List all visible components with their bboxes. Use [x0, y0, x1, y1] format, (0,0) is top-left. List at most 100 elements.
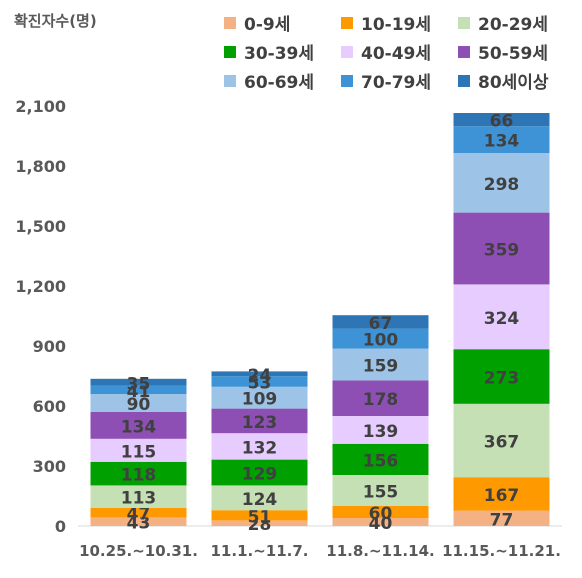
- legend-swatch: [341, 45, 353, 58]
- bar-segment: [453, 349, 550, 404]
- bar-segment: [90, 508, 187, 518]
- bar-segment: [453, 113, 550, 127]
- bar-segment: [332, 328, 429, 349]
- y-tick-label: 1,500: [15, 217, 66, 236]
- x-tick-label: 11.1.~11.7.: [211, 542, 309, 560]
- data-label: 77: [490, 510, 514, 530]
- bar-segment: [90, 378, 187, 386]
- data-label: 109: [242, 390, 278, 410]
- data-label: 167: [484, 486, 520, 506]
- bar-segment: [90, 461, 187, 486]
- y-tick-label: 1,800: [15, 157, 66, 176]
- x-tick-label: 11.15.~11.21.: [442, 542, 561, 560]
- legend-item: 30-39세: [224, 39, 314, 64]
- data-label: 132: [242, 438, 278, 458]
- data-label: 40: [369, 514, 393, 534]
- legend-swatch: [458, 16, 470, 29]
- bar-segment: [211, 433, 308, 460]
- legend-label: 50-59세: [478, 44, 549, 64]
- bar-segment: [332, 475, 429, 506]
- bar-segment: [453, 403, 550, 478]
- bar-segment: [90, 517, 187, 526]
- legend-swatch: [458, 45, 470, 58]
- bar-segment: [90, 438, 187, 462]
- bar-segment: [332, 518, 429, 526]
- data-label: 134: [484, 132, 520, 152]
- legend-label: 80세이상: [478, 73, 549, 93]
- legend-item: 20-29세: [458, 10, 548, 35]
- data-label: 51: [248, 507, 272, 527]
- data-label: 367: [484, 433, 520, 453]
- legend-swatch: [224, 45, 236, 58]
- data-label: 43: [127, 514, 151, 534]
- bar-segment: [90, 412, 187, 439]
- data-label: 53: [248, 374, 272, 394]
- y-tick-label: 600: [33, 397, 66, 416]
- bar-segment: [211, 408, 308, 434]
- data-label: 47: [127, 505, 151, 525]
- legend-swatch: [224, 16, 236, 29]
- data-label: 100: [363, 331, 399, 351]
- y-axis-title: 확진자수(명): [14, 12, 97, 30]
- legend-label: 0-9세: [244, 15, 291, 35]
- data-label: 67: [369, 314, 393, 334]
- bar-segment: [211, 459, 308, 486]
- data-label: 129: [242, 465, 278, 485]
- bar-segment: [211, 510, 308, 521]
- bar-segment: [211, 371, 308, 377]
- bar-segment: [90, 394, 187, 412]
- bar-segment: [332, 416, 429, 444]
- legend-label: 40-49세: [361, 44, 432, 64]
- data-label: 159: [363, 357, 399, 377]
- bar-segment: [332, 443, 429, 475]
- data-label: 66: [490, 112, 514, 132]
- data-label: 35: [127, 374, 151, 394]
- data-label: 90: [127, 395, 151, 415]
- legend-swatch: [341, 16, 353, 29]
- data-label: 134: [121, 417, 157, 437]
- legend-item: 0-9세: [224, 10, 290, 35]
- y-tick-label: 2,100: [15, 97, 66, 116]
- legend-item: 80세이상: [458, 68, 549, 93]
- bar-segment: [332, 315, 429, 329]
- legend-label: 70-79세: [361, 73, 432, 93]
- bar-segment: [211, 386, 308, 409]
- legend-swatch: [341, 74, 353, 87]
- data-label: 123: [242, 413, 278, 433]
- bar-segment: [453, 477, 550, 511]
- bar-segment: [90, 385, 187, 394]
- legend-swatch: [458, 74, 470, 87]
- legend-item: 10-19세: [341, 10, 431, 35]
- bar-segment: [332, 348, 429, 381]
- bar-segment: [211, 376, 308, 387]
- legend-item: 50-59세: [458, 39, 548, 64]
- data-label: 41: [127, 382, 151, 402]
- bar-segment: [453, 284, 550, 350]
- legend-item: 40-49세: [341, 39, 431, 64]
- data-label: 113: [121, 489, 157, 509]
- data-label: 139: [363, 422, 399, 442]
- data-label: 124: [242, 490, 278, 510]
- data-label: 178: [363, 390, 399, 410]
- legend-item: 70-79세: [341, 68, 431, 93]
- data-label: 324: [484, 309, 520, 329]
- data-label: 115: [121, 442, 157, 462]
- data-label: 24: [248, 366, 272, 386]
- x-tick-label: 11.8.~11.14.: [326, 542, 434, 560]
- bar-segment: [332, 380, 429, 416]
- legend-label: 60-69세: [244, 73, 315, 93]
- legend-label: 30-39세: [244, 44, 315, 64]
- data-label: 273: [484, 369, 520, 389]
- bar-segment: [453, 212, 550, 285]
- bar-segment: [211, 485, 308, 511]
- y-tick-label: 0: [55, 517, 66, 536]
- bar-segment: [332, 506, 429, 518]
- data-label: 359: [484, 241, 520, 261]
- legend-label: 20-29세: [478, 15, 549, 35]
- y-tick-label: 1,200: [15, 277, 66, 296]
- bar-segment: [90, 485, 187, 508]
- y-tick-label: 900: [33, 337, 66, 356]
- x-tick-label: 10.25.~10.31.: [79, 542, 198, 560]
- data-label: 118: [121, 466, 157, 486]
